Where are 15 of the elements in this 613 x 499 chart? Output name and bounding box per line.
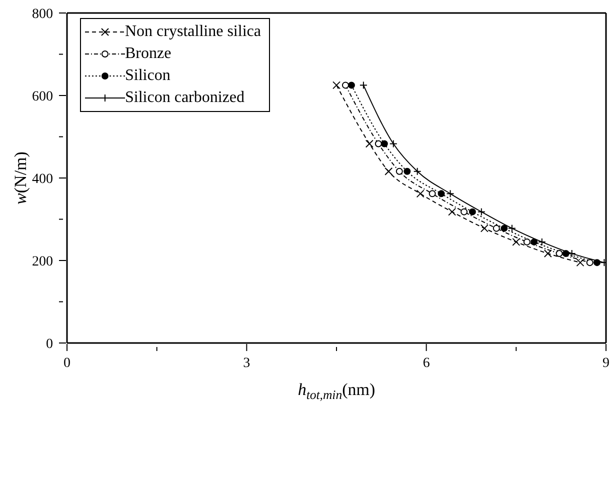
legend-label: Non crystalline silica: [125, 22, 261, 42]
x-tick-label: 9: [602, 356, 610, 371]
y-tick-label: 400: [32, 172, 53, 187]
y-tick-label: 200: [32, 254, 53, 270]
y-axis-title: w(N/m): [11, 152, 30, 204]
y-tick-label: 0: [46, 337, 53, 352]
x-tick-label: 6: [422, 356, 430, 371]
legend-label: Silicon carbonized: [125, 88, 245, 108]
y-tick-label: 600: [32, 90, 53, 104]
x-axis-title: h$_{tot,min}$(nm): [298, 380, 376, 402]
x-tick-label: 0: [64, 356, 70, 371]
legend-label: Silicon: [125, 66, 170, 86]
legend-label: Bronze: [125, 44, 172, 64]
y-tick-label: 800: [32, 7, 53, 22]
x-tick-label: 3: [243, 356, 250, 371]
